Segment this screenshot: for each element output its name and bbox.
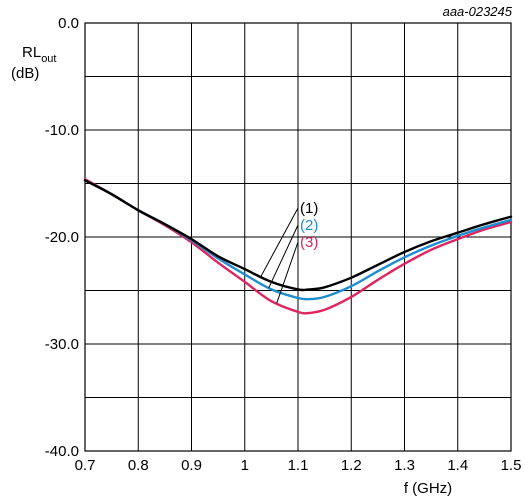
x-tick-label: 1.3: [394, 457, 415, 474]
x-tick-labels: 0.7 0.8 0.9 1 1.1 1.2 1.3 1.4 1.5: [75, 457, 522, 474]
x-tick-label: 0.8: [128, 457, 149, 474]
y-tick-labels: 0.0 -10.0 -20.0 -30.0 -40.0: [45, 15, 79, 460]
y-tick-label: -30.0: [45, 336, 79, 353]
series-leader-lines: [260, 207, 299, 304]
leader-line-1: [260, 207, 299, 278]
series-lines: [83, 178, 513, 315]
y-tick-label: -40.0: [45, 443, 79, 460]
y-tick-label: -20.0: [45, 229, 79, 246]
x-tick-label: 1.2: [341, 457, 362, 474]
y-tick-label: -10.0: [45, 122, 79, 139]
x-tick-label: 0.7: [75, 457, 96, 474]
x-tick-label: 1: [241, 457, 249, 474]
series-label-3: (3): [300, 234, 318, 251]
plot-frame: [84, 22, 512, 452]
series-label-1: (1): [300, 200, 318, 217]
leader-line-3: [276, 241, 299, 304]
x-axis-label: f (GHz): [404, 480, 452, 497]
series-label-2: (2): [300, 217, 318, 234]
figure-reference: aaa-023245: [443, 4, 513, 19]
y-axis-label: RLout: [22, 44, 56, 65]
y-axis-label-subscript: out: [41, 53, 56, 65]
y-axis-unit: (dB): [11, 65, 39, 82]
y-axis-label-main: RL: [22, 44, 41, 61]
series-line-1: [83, 179, 513, 292]
leader-line-2: [268, 224, 299, 289]
x-tick-label: 1.4: [447, 457, 468, 474]
x-tick-label: 0.9: [181, 457, 202, 474]
x-tick-label: 1.1: [288, 457, 309, 474]
y-tick-label: 0.0: [58, 15, 79, 32]
series-labels: (1)(2)(3): [300, 200, 318, 251]
x-tick-label: 1.5: [501, 457, 522, 474]
